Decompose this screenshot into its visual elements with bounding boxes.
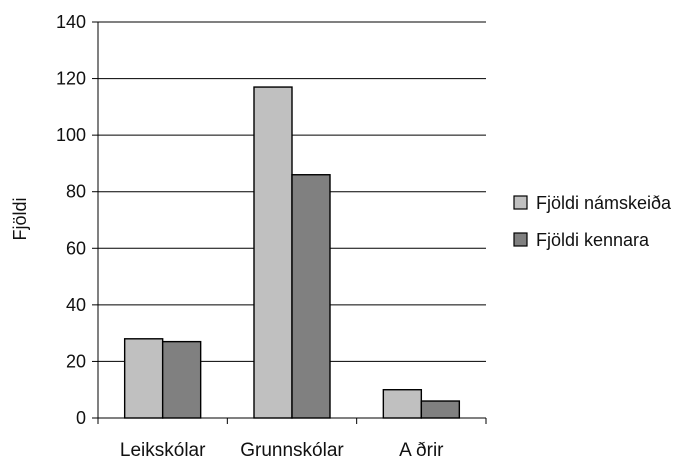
category-label: Leikskólar bbox=[120, 440, 206, 459]
bar-kennara bbox=[291, 174, 331, 419]
bars bbox=[123, 86, 461, 419]
category-label: A ðrir bbox=[399, 440, 444, 459]
legend-label: Fjöldi kennara bbox=[536, 230, 650, 250]
y-tick-labels: 0 20 40 60 80 100 120 140 bbox=[56, 12, 86, 428]
y-tick-label: 100 bbox=[56, 125, 86, 145]
y-tick-label: 120 bbox=[56, 69, 86, 89]
y-tick-label: 0 bbox=[76, 408, 86, 428]
legend: Fjöldi námskeiða Fjöldi kennara bbox=[513, 193, 672, 250]
legend-label: Fjöldi námskeiða bbox=[536, 193, 672, 213]
bar-namskeida bbox=[382, 389, 423, 419]
category-labels: Leikskólar Grunnskólar A ðrir bbox=[120, 440, 444, 459]
bar-kennara bbox=[161, 340, 202, 419]
y-tick-label: 80 bbox=[66, 182, 86, 202]
bar-kennara bbox=[420, 400, 461, 419]
axes bbox=[92, 21, 487, 424]
y-tick-label: 40 bbox=[66, 295, 86, 315]
legend-swatch bbox=[513, 195, 528, 210]
category-label: Grunnskólar bbox=[240, 440, 344, 459]
y-axis-title: Fjöldi bbox=[10, 197, 30, 240]
legend-swatch bbox=[513, 232, 528, 247]
bar-namskeida bbox=[123, 338, 164, 419]
bar-namskeida bbox=[253, 86, 293, 419]
y-tick-label: 20 bbox=[66, 351, 86, 371]
y-tick-label: 140 bbox=[56, 12, 86, 32]
y-tick-label: 60 bbox=[66, 238, 86, 258]
